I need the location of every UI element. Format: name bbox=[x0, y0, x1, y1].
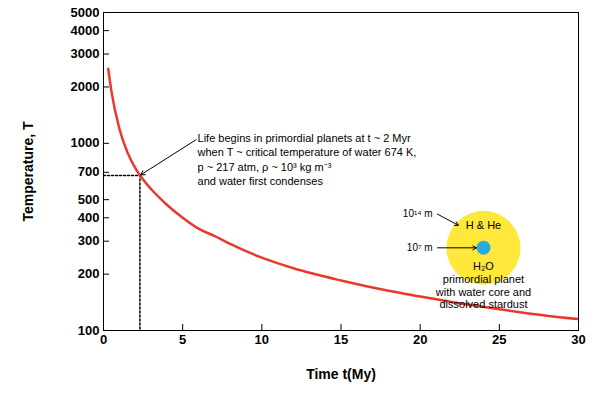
svg-text:20: 20 bbox=[413, 332, 427, 347]
svg-text:100: 100 bbox=[78, 323, 100, 338]
svg-text:5: 5 bbox=[179, 332, 186, 347]
svg-text:30: 30 bbox=[571, 332, 585, 347]
svg-text:primordial planetwith water co: primordial planetwith water core anddiss… bbox=[435, 273, 531, 309]
svg-text:3000: 3000 bbox=[71, 46, 100, 61]
svg-text:Temperature, T: Temperature, T bbox=[20, 121, 36, 222]
svg-text:500: 500 bbox=[78, 192, 100, 207]
svg-text:15: 15 bbox=[334, 332, 348, 347]
svg-text:200: 200 bbox=[78, 266, 100, 281]
svg-text:10¹⁴ m: 10¹⁴ m bbox=[403, 208, 433, 219]
svg-text:400: 400 bbox=[78, 210, 100, 225]
svg-text:1000: 1000 bbox=[71, 135, 100, 150]
svg-text:Time t(My): Time t(My) bbox=[306, 366, 376, 382]
svg-text:10: 10 bbox=[255, 332, 269, 347]
svg-text:Life begins in primordial plan: Life begins in primordial planets at t ~… bbox=[197, 132, 417, 187]
svg-text:0: 0 bbox=[100, 332, 107, 347]
svg-text:H₂O: H₂O bbox=[473, 260, 494, 272]
svg-text:25: 25 bbox=[492, 332, 506, 347]
svg-text:4000: 4000 bbox=[71, 23, 100, 38]
svg-text:5000: 5000 bbox=[71, 5, 100, 20]
svg-text:H & He: H & He bbox=[466, 219, 501, 231]
svg-text:700: 700 bbox=[78, 164, 100, 179]
svg-text:300: 300 bbox=[78, 233, 100, 248]
svg-text:10⁷ m: 10⁷ m bbox=[407, 242, 433, 253]
svg-text:2000: 2000 bbox=[71, 79, 100, 94]
